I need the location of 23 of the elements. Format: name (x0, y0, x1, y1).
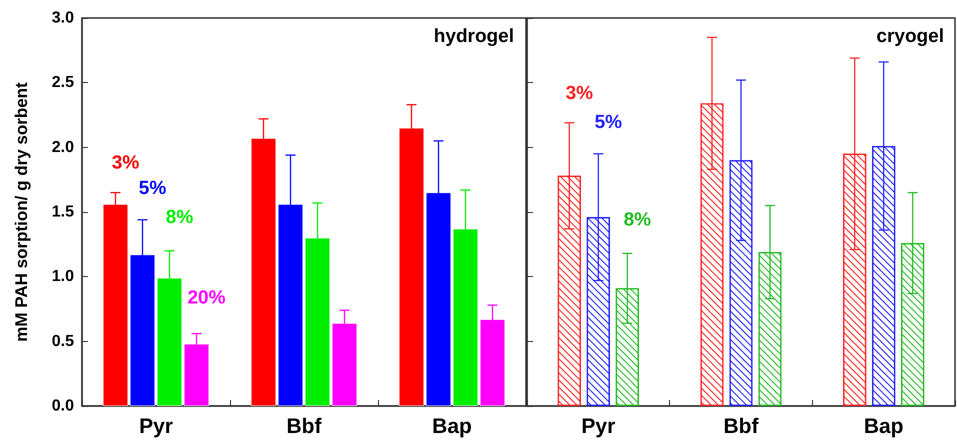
text: 8% (624, 209, 652, 230)
x-tick-label: Bap (432, 415, 472, 438)
series-label: 20% (187, 288, 226, 309)
y-tick-label: 0.5 (52, 332, 74, 350)
y-tick-label: 0.0 (52, 398, 74, 414)
text: 5% (138, 178, 166, 199)
y-tick-label: 1.5 (52, 204, 74, 220)
y-tick-label: 2.5 (52, 74, 74, 92)
text: 8% (166, 206, 194, 228)
text: 5% (594, 112, 622, 133)
y-tick-label: 1.0 (52, 268, 74, 286)
y-tick-label: 3.0 (52, 10, 74, 26)
x-tick-label: Bbf (286, 415, 322, 438)
x-tick-label: Bbf (724, 415, 760, 438)
chart-title: hydrogel (434, 26, 514, 47)
y-axis-title: mM PAH sorption/ g dry sorbent (12, 82, 31, 342)
series-label: 3% (112, 152, 140, 174)
x-tick-label: Pyr (139, 415, 173, 438)
x-tick-label: Pyr (581, 415, 616, 438)
text: 3% (566, 82, 594, 104)
y-tick-label: 2.0 (52, 138, 74, 156)
chart-title: cryogel (876, 26, 944, 47)
x-tick-label: Bap (864, 415, 904, 438)
